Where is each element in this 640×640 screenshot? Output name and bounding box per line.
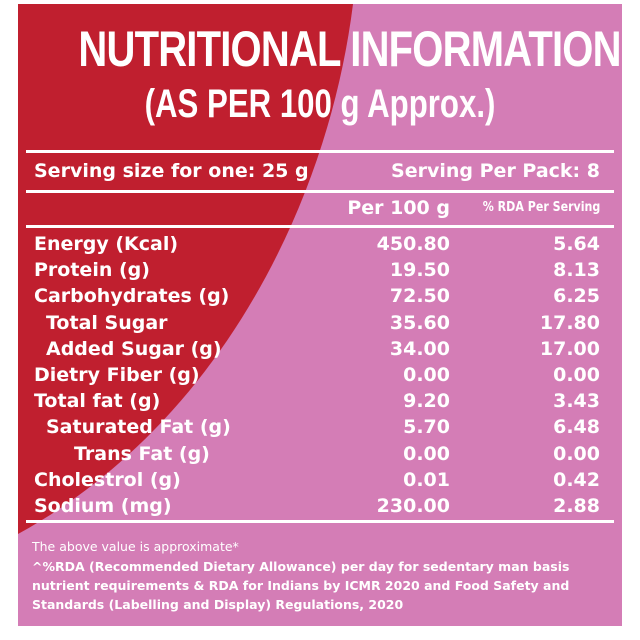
serving-row: Serving size for one: 25 g Serving Per P… [18, 160, 622, 186]
nutrient-name: Saturated Fat (g) [46, 416, 231, 439]
nutrient-name: Total fat (g) [34, 390, 161, 413]
rda-value: 5.64 [553, 233, 600, 255]
per-100g-value: 34.00 [389, 337, 450, 360]
nutrient-name: Energy (Kcal) [34, 233, 179, 255]
rda-value: 17.00 [539, 337, 600, 360]
nutrient-row: Dietry Fiber (g) 0.00 0.00 [18, 364, 622, 390]
nutrient-name: Cholestrol (g) [34, 468, 181, 491]
title: NUTRITIONAL INFORMATION [78, 21, 621, 77]
rda-value: 8.13 [553, 259, 600, 282]
nutrient-name: Dietry Fiber (g) [34, 364, 200, 386]
nutrient-row: Energy (Kcal) 450.80 5.64 [18, 233, 622, 259]
rda-value: 6.25 [553, 285, 600, 308]
nutrient-row: Trans Fat (g) 0.00 0.00 [18, 443, 622, 469]
rda-value: 0.00 [553, 442, 600, 465]
column-header: % RDA Per Serving [482, 200, 600, 215]
nutrient-name: Carbohydrates (g) [34, 285, 230, 308]
divider [26, 225, 614, 228]
nutrient-name: Protein (g) [34, 259, 150, 282]
divider [26, 190, 614, 193]
per-100g-value: 230.00 [376, 495, 450, 517]
nutrient-row: Total Sugar 35.60 17.80 [18, 312, 622, 338]
per-100g-value: 19.50 [389, 259, 450, 282]
red-area [18, 4, 353, 534]
rda-value: 6.48 [553, 416, 600, 439]
rda-value: 2.88 [553, 495, 600, 517]
per-100g-value: 72.50 [389, 285, 450, 308]
footnote: ^%RDA (Recommended Dietary Allowance) pe… [32, 559, 570, 612]
rda-value: 17.80 [539, 311, 600, 334]
per-100g-value: 9.20 [403, 390, 450, 413]
per-100g-value: 35.60 [389, 311, 450, 334]
nutrient-row: Added Sugar (g) 34.00 17.00 [18, 338, 622, 364]
column-header: Per 100 g [347, 197, 450, 219]
per-100g-value: 5.70 [403, 416, 450, 439]
nutrient-name: Added Sugar (g) [46, 337, 222, 360]
divider [26, 150, 614, 153]
rda-value: 3.43 [553, 390, 600, 413]
rda-value: 0.42 [553, 468, 600, 491]
nutrient-row: Protein (g) 19.50 8.13 [18, 259, 622, 285]
nutrient-name: Sodium (mg) [34, 495, 172, 517]
per-100g-value: 0.00 [403, 442, 450, 465]
nutrient-name: Trans Fat (g) [74, 442, 210, 465]
per-100g-value: 450.80 [376, 233, 450, 255]
rda-value: 0.00 [553, 364, 600, 386]
serving-per-pack: Serving Per Pack: 8 [391, 160, 600, 182]
divider [26, 520, 614, 523]
per-100g-value: 0.01 [403, 468, 450, 491]
label-card: NUTRITIONAL INFORMATION (AS PER 100 g Ap… [18, 4, 622, 626]
nutrient-row: Carbohydrates (g) 72.50 6.25 [18, 285, 622, 311]
nutrient-row: Saturated Fat (g) 5.70 6.48 [18, 416, 622, 442]
nutrient-row: Cholestrol (g) 0.01 0.42 [18, 469, 622, 495]
serving-size: Serving size for one: 25 g [34, 160, 309, 182]
footnote: The above value is approximate* [32, 539, 239, 554]
header-row: Per 100 g % RDA Per Serving [18, 197, 622, 223]
nutrient-row: Sodium (mg) 230.00 2.88 [18, 495, 622, 521]
nutrient-name: Total Sugar [46, 311, 168, 334]
per-100g-value: 0.00 [403, 364, 450, 386]
nutrient-row: Total fat (g) 9.20 3.43 [18, 390, 622, 416]
subtitle: (AS PER 100 g Approx.) [144, 82, 496, 126]
